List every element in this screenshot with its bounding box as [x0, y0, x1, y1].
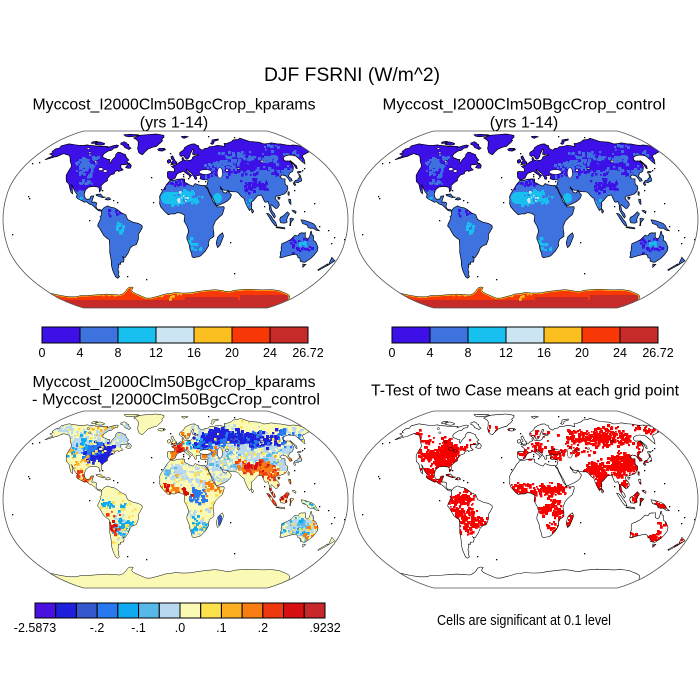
- svg-text:.0: .0: [175, 621, 185, 635]
- svg-text:Myccost_I2000Clm50BgcCrop_kpar: Myccost_I2000Clm50BgcCrop_kparams: [33, 97, 316, 114]
- svg-text:-.1: -.1: [131, 621, 146, 635]
- svg-text:24: 24: [263, 346, 277, 360]
- svg-text:4: 4: [77, 346, 84, 360]
- svg-text:8: 8: [115, 346, 122, 360]
- svg-text:16: 16: [187, 346, 201, 360]
- svg-text:26.72: 26.72: [292, 346, 323, 360]
- svg-text:Myccost_I2000Clm50BgcCrop_kpar: Myccost_I2000Clm50BgcCrop_kparams: [33, 374, 316, 391]
- svg-text:Myccost_I2000Clm50BgcCrop_cont: Myccost_I2000Clm50BgcCrop_control: [383, 97, 666, 114]
- svg-text:- Myccost_I2000Clm50BgcCrop_co: - Myccost_I2000Clm50BgcCrop_control: [32, 392, 320, 409]
- svg-text:DJF FSRNI (W/m^2): DJF FSRNI (W/m^2): [264, 65, 440, 86]
- svg-text:(yrs 1-14): (yrs 1-14): [490, 115, 558, 132]
- svg-text:20: 20: [225, 346, 239, 360]
- svg-text:.2: .2: [258, 621, 268, 635]
- svg-text:12: 12: [149, 346, 163, 360]
- svg-text:-2.5873: -2.5873: [14, 621, 56, 635]
- svg-text:Cells are significant at 0.1 l: Cells are significant at 0.1 level: [437, 612, 611, 629]
- svg-text:T-Test of two Case means at ea: T-Test of two Case means at each grid po…: [371, 383, 680, 400]
- svg-text:.9232: .9232: [309, 621, 340, 635]
- svg-text:(yrs 1-14): (yrs 1-14): [140, 115, 208, 132]
- svg-text:-.2: -.2: [90, 621, 105, 635]
- svg-text:0: 0: [39, 346, 46, 360]
- svg-text:.1: .1: [216, 621, 226, 635]
